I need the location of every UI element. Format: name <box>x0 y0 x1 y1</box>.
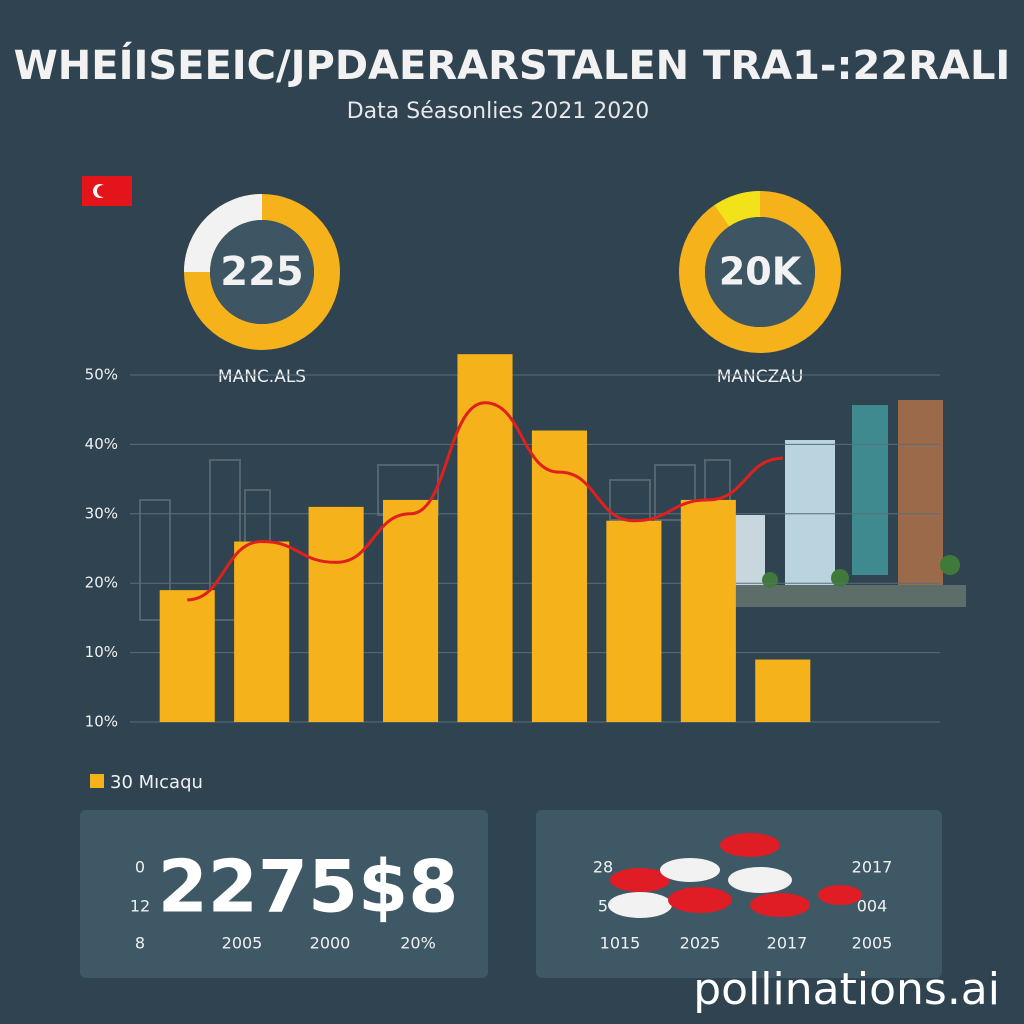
panel <box>80 810 488 978</box>
panel-text: 2017 <box>767 934 808 953</box>
panel-text: 2005 <box>222 934 263 953</box>
panel <box>536 810 942 978</box>
buildings <box>730 400 966 607</box>
flag <box>82 176 132 206</box>
panel-text: 1015 <box>600 934 641 953</box>
chips <box>608 833 862 918</box>
title: WHEÍISEEIC/JPDAERARSTALEN TRA1-:22RALI <box>14 41 1011 89</box>
panel-text: 004 <box>857 897 888 916</box>
legend-swatch <box>90 774 104 788</box>
bar <box>680 499 736 722</box>
line <box>187 401 783 602</box>
panel-text: 8 <box>135 934 145 953</box>
donut-label: MANCZAU <box>717 367 804 387</box>
bar <box>531 430 587 722</box>
bar <box>755 659 811 722</box>
panel-text: 28 <box>593 858 613 877</box>
panel-text: 2000 <box>310 934 351 953</box>
panel-text: 2025 <box>680 934 721 953</box>
y-tick-label: 10% <box>85 643 118 661</box>
panel-text: 5 <box>598 897 608 916</box>
panel-big: 2275$8 <box>158 845 459 929</box>
y-tick-label: 20% <box>85 574 118 592</box>
watermark: pollinations.ai <box>693 964 1000 1015</box>
bar <box>159 590 215 722</box>
donut-label: MANC.ALS <box>218 367 306 387</box>
donut-2 <box>679 191 841 353</box>
panel-text: 12 <box>130 897 150 916</box>
panel-text: 0 <box>135 858 145 877</box>
bar <box>383 499 439 722</box>
bar <box>308 506 364 722</box>
y-tick-label: 10% <box>85 713 118 731</box>
chart: 10% 10% 20% 30% 40% 50% <box>85 354 940 731</box>
subtitle: Data Séasonlies 2021 2020 <box>347 99 650 124</box>
panel-text: 2005 <box>852 934 893 953</box>
y-tick-label: 50% <box>85 366 118 384</box>
bar <box>606 520 662 722</box>
donut-value: 225 <box>220 249 304 295</box>
donut-1 <box>184 194 340 350</box>
panel-text: 20% <box>400 934 436 953</box>
panel-text: 2017 <box>852 858 893 877</box>
y-tick-label: 40% <box>85 435 118 453</box>
bar <box>234 541 290 722</box>
legend-label: 30 Mıcaqu <box>110 772 203 793</box>
donut-value: 20K <box>719 250 803 294</box>
y-tick-label: 30% <box>85 504 118 522</box>
